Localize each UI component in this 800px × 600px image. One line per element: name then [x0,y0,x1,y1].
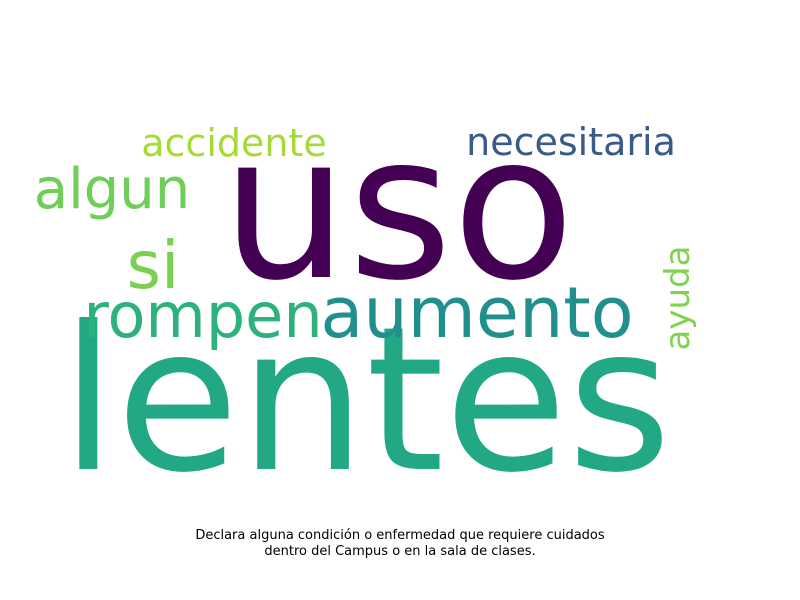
word-ayuda: ayuda [658,246,698,351]
caption-line-2: dentro del Campus o en la sala de clases… [264,544,536,559]
word-aumento: aumento [320,272,633,354]
word-uso: uso [221,92,574,325]
word-lentes: lentes [60,284,671,517]
caption: Declara alguna condición o enfermedad qu… [100,528,700,560]
word-si: si [127,227,180,304]
word-rompen: rompen [83,279,322,352]
word-algun: algun [34,157,190,222]
word-necesitaria: necesitaria [466,120,676,164]
word-accidente: accidente [141,121,327,165]
caption-line-1: Declara alguna condición o enfermedad qu… [195,528,605,543]
